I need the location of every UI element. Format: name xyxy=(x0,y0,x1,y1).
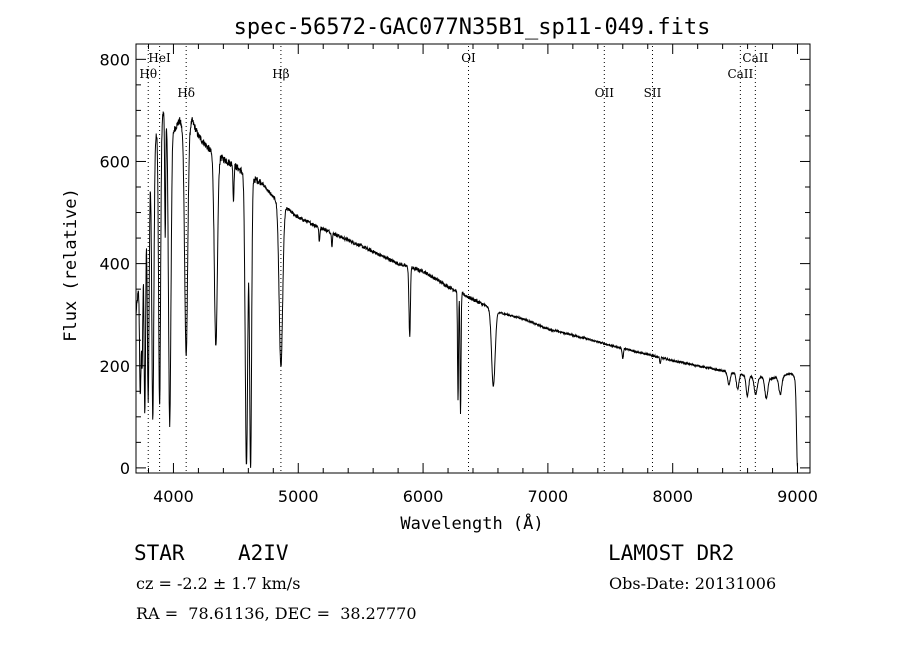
y-tick-label: 400 xyxy=(99,255,130,274)
coordinates: RA = 78.61136, DEC = 38.27770 xyxy=(136,604,417,623)
observation-date: Obs-Date: 20131006 xyxy=(609,574,777,593)
y-tick-label: 200 xyxy=(99,357,130,376)
line-marker-label: CaII xyxy=(742,51,768,65)
object-subclass: A2IV xyxy=(238,541,289,565)
x-tick-label: 9000 xyxy=(777,487,818,506)
line-marker-label: Hδ xyxy=(177,86,195,100)
x-axis-label: Wavelength (Å) xyxy=(400,512,543,534)
line-marker-label: CaII xyxy=(727,67,753,81)
x-tick-label: 6000 xyxy=(403,487,444,506)
survey-name: LAMOST DR2 xyxy=(608,541,735,565)
y-tick-label: 600 xyxy=(99,152,130,171)
line-marker-label: SII xyxy=(644,86,662,100)
line-marker-label: OII xyxy=(595,86,615,100)
axis-ticks: 4000 5000 6000 7000 8000 9000 0 200 400 600 800 xyxy=(99,44,818,506)
line-marker-label: OI xyxy=(461,51,476,65)
line-marker-label: Hβ xyxy=(272,67,289,81)
object-class: STAR xyxy=(134,541,185,565)
x-tick-label: 8000 xyxy=(652,487,693,506)
y-tick-label: 800 xyxy=(99,50,130,69)
plot-frame xyxy=(135,43,811,474)
x-tick-label: 4000 xyxy=(153,487,194,506)
y-axis-label: Flux (relative) xyxy=(61,188,81,342)
x-tick-label: 5000 xyxy=(278,487,319,506)
spectrum-line xyxy=(135,111,798,473)
spectral-line-markers: Hθ HeI Hδ Hβ OI OII SII CaII CaII xyxy=(139,46,768,473)
redshift-info: cz = -2.2 ± 1.7 km/s xyxy=(136,574,301,593)
x-tick-label: 7000 xyxy=(528,487,569,506)
chart-title: spec-56572-GAC077N35B1_sp11-049.fits xyxy=(234,15,711,40)
y-tick-label: 0 xyxy=(120,459,130,478)
line-marker-label: Hθ xyxy=(139,67,157,81)
line-marker-label: HeI xyxy=(148,51,171,65)
